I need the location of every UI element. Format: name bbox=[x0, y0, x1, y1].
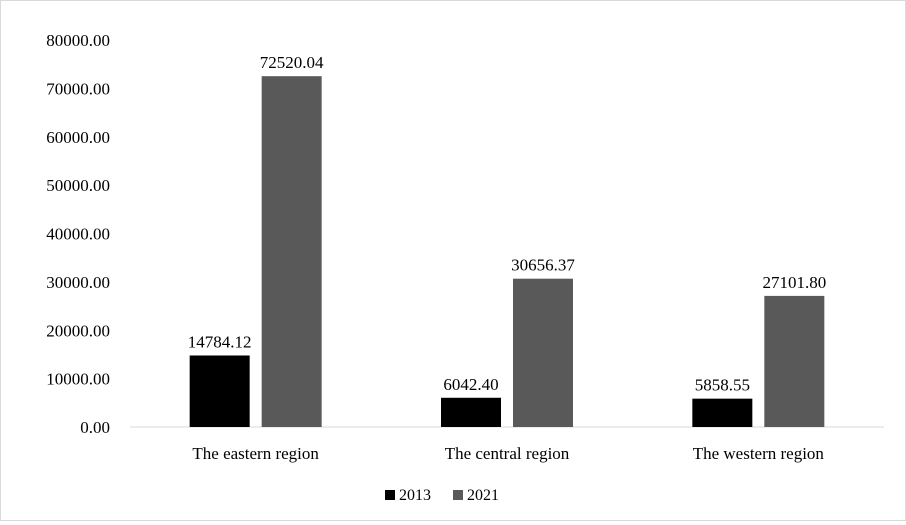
y-tick-label: 0.00 bbox=[80, 418, 110, 437]
data-label: 72520.04 bbox=[260, 53, 324, 72]
bar-2013 bbox=[441, 397, 501, 427]
y-tick-label: 20000.00 bbox=[46, 321, 110, 340]
y-tick-label: 10000.00 bbox=[46, 370, 110, 389]
y-tick-label: 50000.00 bbox=[46, 176, 110, 195]
legend-label: 2021 bbox=[467, 487, 499, 504]
legend: 2013 2021 bbox=[385, 487, 499, 504]
x-axis: The eastern region The central region The … bbox=[130, 426, 884, 463]
x-category-label: The western region bbox=[693, 444, 825, 463]
data-label: 5858.55 bbox=[695, 376, 750, 395]
bar-2021 bbox=[261, 76, 322, 428]
bar-2021 bbox=[513, 278, 573, 427]
legend-label: 2013 bbox=[399, 487, 431, 504]
legend-swatch-2013 bbox=[385, 490, 395, 500]
data-labels: 14784.12 72520.04 6042.40 30656.37 5858.55 27… bbox=[188, 53, 826, 394]
data-label: 6042.40 bbox=[443, 375, 498, 394]
x-category-label: The central region bbox=[445, 444, 570, 463]
y-tick-label: 30000.00 bbox=[46, 273, 110, 292]
legend-swatch-2021 bbox=[453, 490, 463, 500]
y-tick-label: 70000.00 bbox=[46, 79, 110, 98]
y-axis: 0.00 10000.00 20000.00 30000.00 40000.00 5000… bbox=[46, 31, 110, 437]
data-label: 27101.80 bbox=[762, 273, 826, 292]
data-label: 30656.37 bbox=[511, 256, 575, 275]
y-tick-label: 40000.00 bbox=[46, 225, 110, 244]
bars bbox=[189, 76, 825, 428]
y-tick-label: 60000.00 bbox=[46, 128, 110, 147]
bar-2013 bbox=[692, 398, 753, 427]
data-label: 14784.12 bbox=[188, 332, 252, 351]
bar-2021 bbox=[764, 295, 825, 427]
bar-2013 bbox=[189, 355, 250, 427]
x-category-label: The eastern region bbox=[192, 444, 319, 463]
y-tick-label: 80000.00 bbox=[46, 31, 110, 50]
